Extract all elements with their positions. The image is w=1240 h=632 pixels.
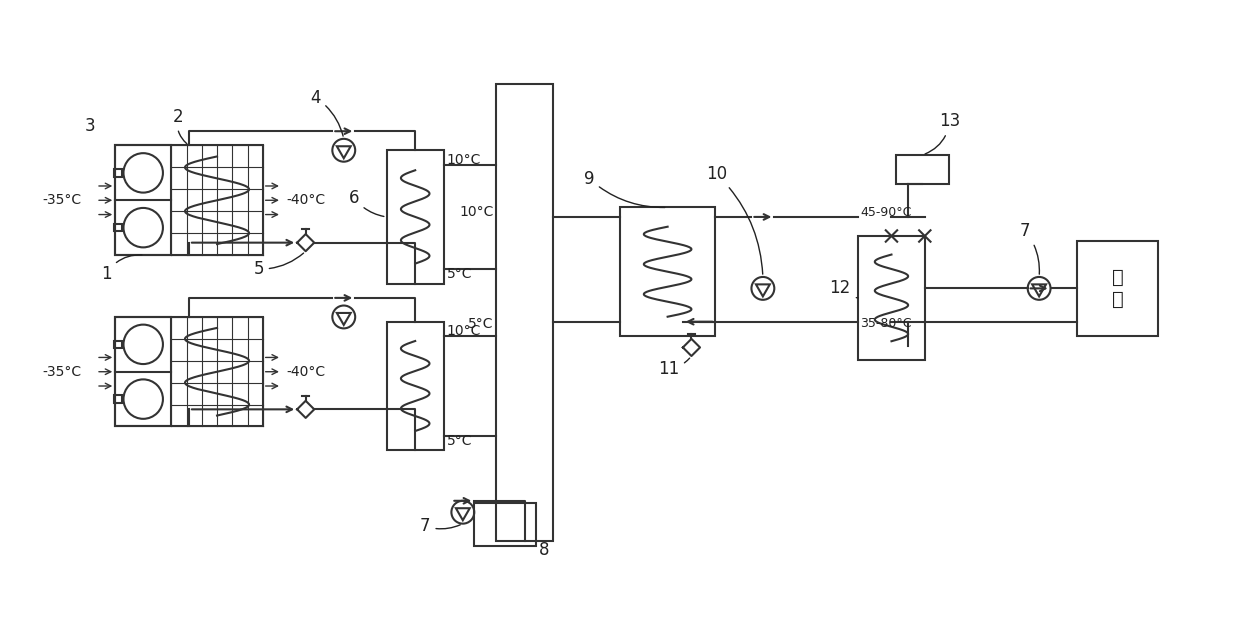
Text: 8: 8 bbox=[539, 541, 549, 559]
Bar bbox=[897, 155, 949, 184]
Text: 10°C: 10°C bbox=[446, 324, 481, 338]
Text: -40°C: -40°C bbox=[286, 193, 326, 207]
Text: 10°C: 10°C bbox=[446, 153, 481, 167]
Bar bbox=[474, 502, 536, 545]
Text: 用
户: 用 户 bbox=[1112, 268, 1123, 309]
Text: 5°C: 5°C bbox=[446, 434, 472, 448]
Bar bbox=[387, 150, 444, 284]
Text: 13: 13 bbox=[925, 112, 960, 154]
Bar bbox=[1078, 241, 1158, 336]
Text: 9: 9 bbox=[584, 169, 665, 207]
Bar bbox=[115, 145, 263, 255]
Text: 12: 12 bbox=[830, 279, 858, 298]
Text: -40°C: -40°C bbox=[286, 365, 326, 379]
Text: 7: 7 bbox=[420, 517, 460, 535]
Bar bbox=[114, 224, 122, 231]
Text: 7: 7 bbox=[1021, 222, 1039, 274]
Text: 10°C: 10°C bbox=[459, 205, 494, 219]
Bar bbox=[115, 145, 171, 255]
Text: 45-90°C: 45-90°C bbox=[861, 205, 911, 219]
Text: 3: 3 bbox=[84, 117, 95, 135]
Bar bbox=[858, 236, 925, 360]
Text: 35-80°C: 35-80°C bbox=[861, 317, 911, 330]
Text: 1: 1 bbox=[100, 255, 141, 283]
Text: -35°C: -35°C bbox=[42, 365, 82, 379]
Bar bbox=[496, 83, 553, 541]
Bar bbox=[115, 317, 263, 427]
Text: 5: 5 bbox=[253, 253, 304, 278]
Text: 11: 11 bbox=[658, 358, 689, 378]
Text: 2: 2 bbox=[172, 107, 187, 143]
Text: 5°C: 5°C bbox=[446, 267, 472, 281]
Bar bbox=[620, 207, 715, 336]
Bar bbox=[114, 341, 122, 348]
Text: 10: 10 bbox=[706, 165, 763, 274]
Text: 5°C: 5°C bbox=[467, 317, 494, 331]
Text: 4: 4 bbox=[310, 88, 343, 136]
Bar bbox=[114, 169, 122, 177]
Text: -35°C: -35°C bbox=[42, 193, 82, 207]
Text: 6: 6 bbox=[348, 188, 384, 216]
Bar bbox=[387, 322, 444, 451]
Bar bbox=[114, 395, 122, 403]
Bar bbox=[115, 317, 171, 427]
